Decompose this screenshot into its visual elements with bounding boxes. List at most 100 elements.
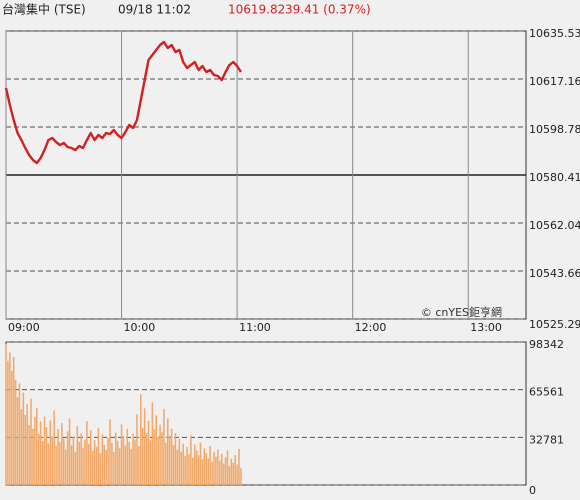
volume-bar	[124, 445, 127, 485]
volume-bar	[116, 440, 119, 485]
volume-bar	[149, 440, 152, 485]
volume-bar	[9, 352, 11, 485]
volume-bar	[53, 410, 55, 485]
volume-bar	[89, 430, 92, 485]
volume-bar	[16, 397, 19, 485]
volume-bar	[134, 439, 136, 485]
time: 09/18 11:02	[118, 3, 191, 17]
watermark: © cnYES鉅亨網	[421, 305, 502, 319]
volume-bar	[37, 433, 40, 485]
volume-bar	[220, 454, 223, 485]
volume-bar	[118, 448, 121, 485]
volume-bar	[24, 414, 27, 485]
volume-bar	[41, 441, 44, 485]
volume-bar	[63, 438, 65, 485]
y-tick-label: 10525.29	[529, 318, 580, 331]
volume-bar	[14, 379, 17, 485]
volume-bar	[211, 461, 213, 485]
volume-bar	[213, 451, 215, 485]
volume-bar	[195, 450, 198, 485]
volume-bar	[49, 420, 52, 485]
volume-bar	[205, 453, 208, 485]
x-tick-label: 13:00	[470, 321, 502, 334]
volume-bar	[111, 442, 113, 485]
volume-bar	[163, 408, 165, 485]
volume-bar	[145, 433, 148, 485]
volume-bar	[34, 416, 36, 485]
volume-bar	[126, 429, 129, 485]
volume-bar	[140, 394, 142, 485]
volume-bar	[190, 435, 192, 485]
volume-bar	[22, 392, 25, 485]
volume-bar	[182, 443, 184, 485]
volume-bar	[86, 421, 88, 485]
volume-bar	[138, 446, 140, 485]
volume-bar	[101, 434, 104, 485]
volume-bar	[236, 464, 238, 485]
volume-bar	[147, 420, 150, 485]
volume-bar	[240, 468, 242, 485]
volume-bar	[228, 466, 231, 485]
volume-bar	[26, 404, 28, 485]
volume-bar	[57, 429, 59, 485]
volume-bar	[128, 441, 131, 485]
volume-bar	[76, 426, 79, 485]
volume-bar	[238, 448, 240, 485]
volume-bar	[186, 446, 188, 485]
volume-bar	[97, 428, 100, 485]
volume-bar	[217, 449, 219, 485]
y-tick-label: 65561	[529, 386, 564, 399]
volume-bar	[224, 457, 227, 485]
volume-bar	[209, 446, 211, 485]
volume-bar	[99, 453, 102, 485]
plot-area	[5, 341, 527, 486]
volume-bar	[230, 458, 233, 485]
volume-bar	[5, 344, 7, 485]
volume-bar	[105, 449, 107, 485]
y-tick-label: 10543.66	[529, 267, 580, 280]
volume-bar	[32, 428, 34, 485]
x-tick-label: 11:00	[239, 321, 271, 334]
volume-bar	[161, 432, 163, 485]
volume-bar	[28, 424, 30, 485]
volume-bar	[168, 435, 171, 485]
volume-bar	[68, 418, 71, 485]
y-tick-label: 0	[529, 484, 536, 497]
volume-bar	[199, 442, 202, 485]
volume-bar	[130, 448, 132, 485]
volume-bar	[47, 443, 50, 485]
y-tick-label: 10580.41	[529, 171, 580, 184]
volume-bar	[72, 436, 75, 485]
volume-bar	[203, 448, 206, 485]
y-tick-label: 10598.78	[529, 123, 580, 136]
volume-bar	[30, 398, 32, 485]
volume-bar	[59, 441, 61, 485]
volume-bar	[132, 433, 134, 485]
volume-bar	[11, 370, 13, 485]
volume-bar	[170, 428, 173, 485]
volume-bar	[93, 440, 96, 485]
volume-bar	[176, 449, 179, 485]
volume-bar	[51, 436, 53, 485]
volume-bar	[180, 451, 183, 485]
volume-bar	[141, 427, 144, 485]
volume-bar	[103, 444, 105, 485]
volume-bar	[82, 447, 84, 485]
volume-bar	[143, 408, 146, 485]
volume-bar	[159, 424, 161, 485]
volume-bar	[36, 408, 38, 485]
volume-bar	[188, 454, 190, 485]
volume-bar	[66, 431, 69, 485]
volume-bar	[43, 416, 46, 485]
volume-bar	[91, 450, 94, 485]
volume-bar	[120, 424, 123, 485]
change: 39.41 (0.37%)	[285, 3, 371, 17]
y-tick-label: 10635.53	[529, 27, 580, 40]
volume-bar	[122, 435, 125, 485]
y-tick-label: 98342	[529, 338, 564, 351]
volume-bar	[174, 432, 177, 485]
x-tick-label: 09:00	[8, 321, 40, 334]
volume-bar	[157, 436, 159, 485]
volume-bar	[184, 456, 186, 485]
